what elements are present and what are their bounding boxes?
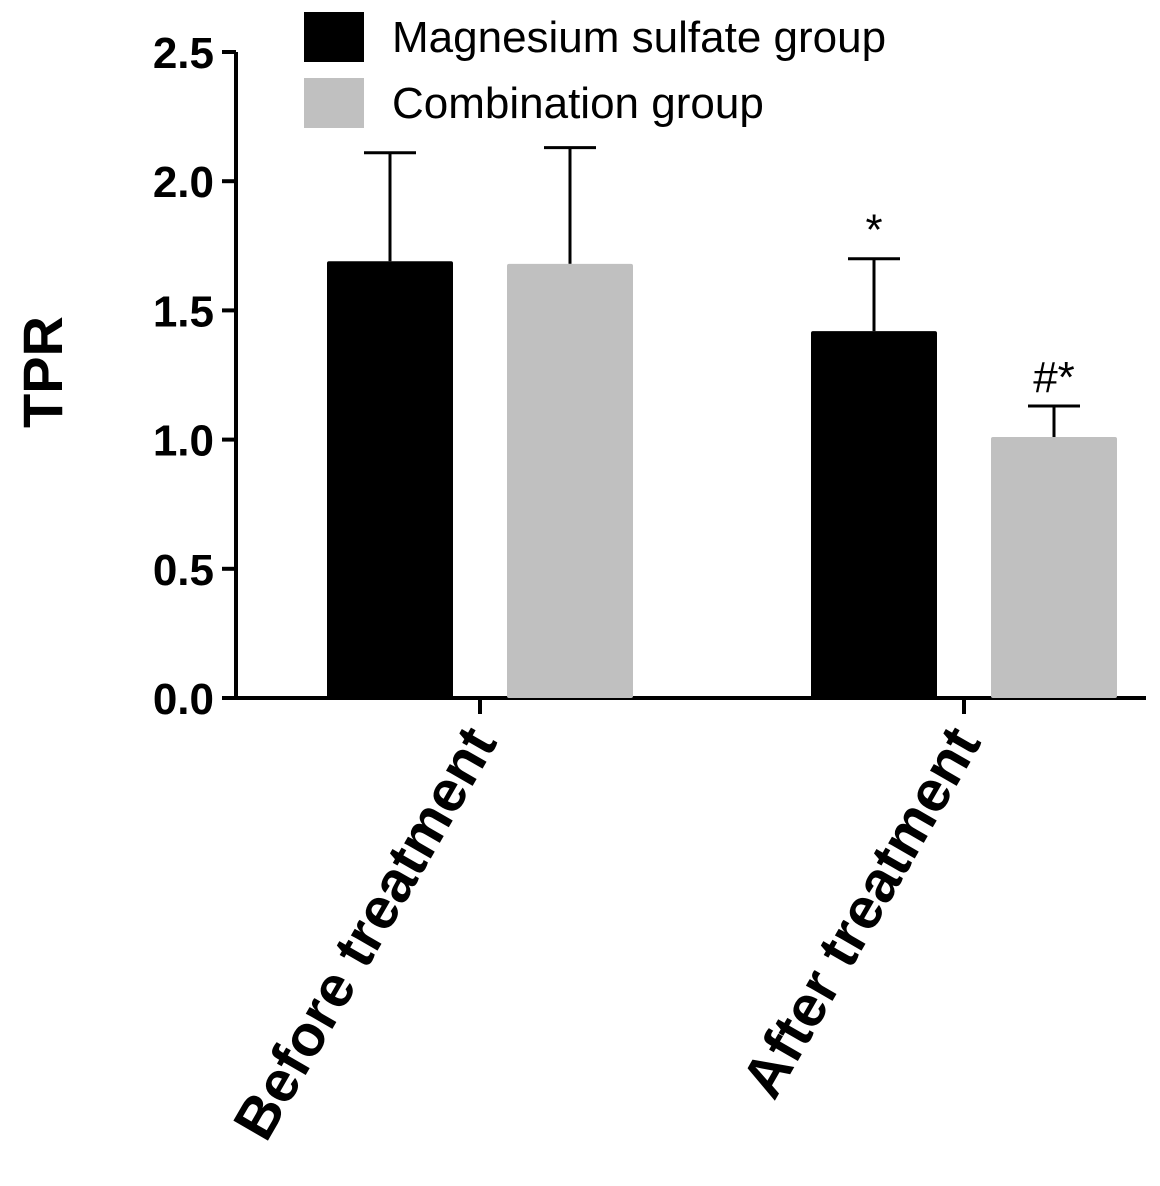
bar: [811, 331, 937, 698]
significance-marker: #*: [1033, 353, 1075, 402]
legend-label: Combination group: [392, 79, 764, 128]
bars: * #*: [327, 146, 1117, 698]
y-tick-label: 1.0: [153, 417, 214, 466]
x-axis: Before treatment After treatment: [221, 696, 1146, 1150]
y-tick-label: 0.0: [153, 675, 214, 724]
x-category-label: After treatment: [729, 716, 993, 1109]
y-axis-label: TPR: [11, 316, 74, 428]
bar: [991, 437, 1117, 698]
legend-swatch: [304, 12, 364, 62]
legend-label: Magnesium sulfate group: [392, 13, 886, 62]
bar: [327, 261, 453, 698]
y-tick-label: 0.5: [153, 546, 214, 595]
legend-swatch: [304, 78, 364, 128]
legend: Magnesium sulfate group Combination group: [304, 12, 886, 128]
x-category-label: Before treatment: [221, 716, 509, 1150]
significance-marker: *: [865, 206, 882, 255]
bar: [507, 263, 633, 698]
y-tick-label: 2.5: [153, 29, 214, 78]
y-tick-label: 1.5: [153, 287, 214, 336]
y-tick-label: 2.0: [153, 158, 214, 207]
y-axis: 0.0 0.5 1.0 1.5 2.0 2.5: [153, 29, 238, 724]
